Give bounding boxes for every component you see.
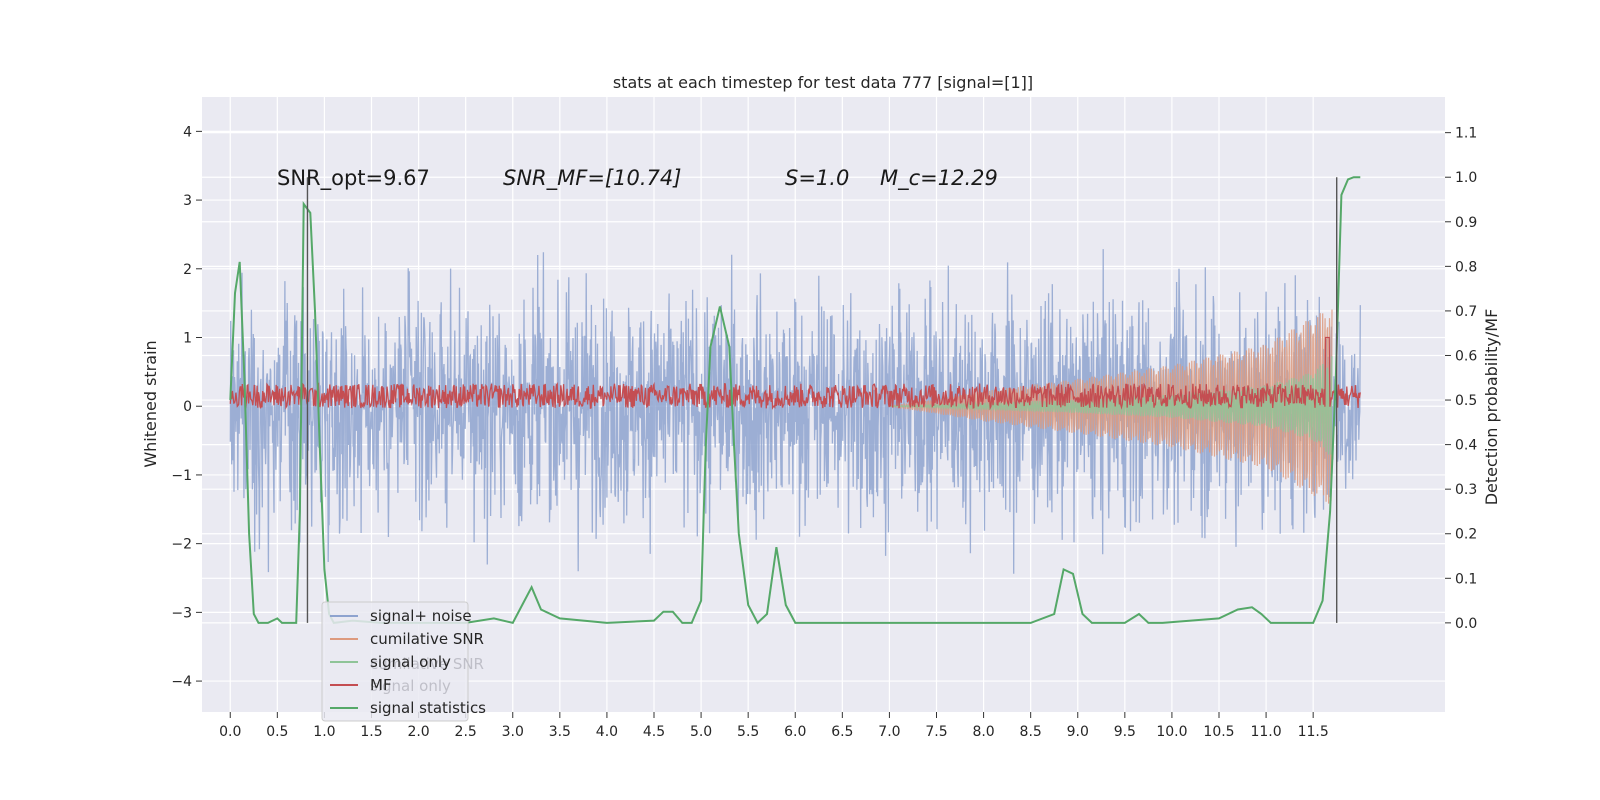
legend-label: MF xyxy=(370,676,392,694)
y2-tick-label: 0.7 xyxy=(1455,304,1477,320)
annotations: SNR_opt=9.67 SNR_MF=[10.74] S=1.0 M_c=12… xyxy=(277,166,998,191)
series-layer xyxy=(229,176,1361,625)
x-tick-label: 1.5 xyxy=(360,724,382,740)
x-tick-label: 3.0 xyxy=(502,724,524,740)
x-tick-label: 0.5 xyxy=(266,724,288,740)
annotation-mc: M_c=12.29 xyxy=(880,166,998,191)
y-tick-label: −4 xyxy=(171,674,192,690)
y2-tick-label: 0.3 xyxy=(1455,482,1477,498)
y2-axis-title: Detection probability/MF xyxy=(1482,309,1501,506)
y-tick-label: −2 xyxy=(171,537,192,553)
x-tick-label: 4.5 xyxy=(643,724,665,740)
annotation-s: S=1.0 xyxy=(785,166,849,190)
y2-tick-label: 0.5 xyxy=(1455,393,1477,409)
y2-tick-label: 0.1 xyxy=(1455,571,1477,587)
y-tick-label: 1 xyxy=(183,331,192,347)
x-tick-label: 9.0 xyxy=(1067,724,1089,740)
x-tick-label: 11.0 xyxy=(1250,724,1281,740)
x-tick-label: 1.0 xyxy=(313,724,335,740)
y-tick-label: −3 xyxy=(171,605,192,621)
legend-ghost-signal-only: signal only xyxy=(370,677,451,695)
annotation-snr-mf: SNR_MF=[10.74] xyxy=(503,166,681,191)
legend-label: cumilative SNR xyxy=(370,630,484,648)
legend-ghost-cumilative-snr: cumilative SNR xyxy=(370,655,484,673)
y-tick-label: 2 xyxy=(183,262,192,278)
x-tick-label: 11.5 xyxy=(1298,724,1329,740)
x-tick-label: 10.5 xyxy=(1203,724,1234,740)
series-mf xyxy=(229,336,1361,411)
x-tick-label: 2.5 xyxy=(455,724,477,740)
series-signal-statistics xyxy=(229,176,1361,625)
y-tick-label: 3 xyxy=(183,193,192,209)
y2-tick-label: 0.9 xyxy=(1455,215,1477,231)
x-tick-label: 7.0 xyxy=(878,724,900,740)
x-tick-label: 3.5 xyxy=(549,724,571,740)
legend-box xyxy=(321,601,469,722)
axes: 0.0 0.5 1.0 1.5 2.0 2.5 3.0 3.5 4.0 4.5 5.0 5.5 6.0 6… xyxy=(171,124,1477,740)
y2-tick-label: 0.2 xyxy=(1455,527,1477,543)
y-tick-label: 0 xyxy=(183,399,192,415)
x-tick-label: 0.0 xyxy=(219,724,241,740)
x-tick-label: 2.0 xyxy=(407,724,429,740)
y-axis-title: Whitened strain xyxy=(141,340,160,467)
x-tick-label: 5.5 xyxy=(737,724,759,740)
legend: cumilative SNR signal only signal+ noise… xyxy=(321,601,486,722)
series-signal-noise xyxy=(229,249,1361,574)
x-tick-label: 6.5 xyxy=(831,724,853,740)
x-tick-label: 9.5 xyxy=(1114,724,1136,740)
y2-tick-label: 0.6 xyxy=(1455,348,1477,364)
x-tick-label: 10.0 xyxy=(1156,724,1187,740)
x-tick-label: 8.0 xyxy=(972,724,994,740)
annotation-snr-opt: SNR_opt=9.67 xyxy=(277,166,430,191)
y2-tick-label: 0.8 xyxy=(1455,259,1477,275)
x-tick-label: 4.0 xyxy=(596,724,618,740)
chart-title: stats at each timestep for test data 777… xyxy=(613,73,1033,92)
legend-label: signal+ noise xyxy=(370,607,472,625)
x-tick-label: 6.0 xyxy=(784,724,806,740)
legend-label: signal only xyxy=(370,653,451,671)
legend-label: signal statistics xyxy=(370,699,486,717)
x-tick-label: 7.5 xyxy=(925,724,947,740)
y2-tick-label: 1.1 xyxy=(1455,126,1477,142)
y-tick-label: 4 xyxy=(183,124,192,140)
y2-tick-label: 1.0 xyxy=(1455,170,1477,186)
x-tick-label: 5.0 xyxy=(690,724,712,740)
y-tick-label: −1 xyxy=(171,468,192,484)
vertical-markers xyxy=(306,177,1338,623)
y2-tick-label: 0.0 xyxy=(1455,616,1477,632)
x-tick-label: 8.5 xyxy=(1020,724,1042,740)
y2-tick-label: 0.4 xyxy=(1455,438,1477,454)
